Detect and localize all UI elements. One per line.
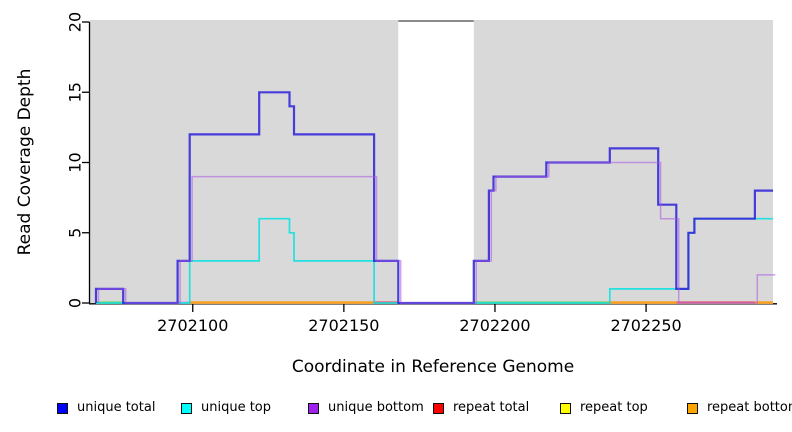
y-tick-label: 10 — [66, 152, 85, 172]
legend-swatch-repeat-top — [560, 402, 571, 414]
legend-swatch-unique-bottom — [308, 402, 319, 414]
x-tick-label: 2702150 — [308, 316, 379, 335]
legend-item-repeat-total: repeat total — [433, 399, 529, 417]
y-tick-label: 15 — [66, 82, 85, 102]
chart-legend: unique total unique top unique bottom re… — [0, 399, 792, 421]
legend-label: unique bottom — [328, 400, 424, 415]
y-tick-label: 5 — [66, 228, 85, 238]
legend-label: repeat total — [453, 400, 530, 415]
series-unique-bottom-line — [97, 161, 776, 304]
y-axis-title: Read Coverage Depth — [15, 69, 35, 256]
masked-region — [398, 18, 474, 303]
legend-swatch-unique-total — [57, 402, 68, 414]
legend-item-unique-total: unique total — [57, 399, 155, 417]
legend-item-repeat-bottom: repeat bottom — [687, 399, 792, 417]
legend-swatch-unique-top — [181, 402, 192, 414]
legend-item-unique-top: unique top — [181, 399, 271, 417]
legend-label: repeat bottom — [707, 400, 792, 415]
legend-item-repeat-top: repeat top — [560, 399, 648, 417]
x-tick-label: 2702200 — [459, 316, 530, 335]
series-unique-total-line — [94, 91, 773, 305]
y-tick-label: 20 — [66, 12, 85, 32]
legend-swatch-repeat-total — [433, 402, 444, 414]
x-axis-title: Coordinate in Reference Genome — [292, 357, 574, 377]
y-tick-label: 0 — [66, 298, 85, 308]
legend-label: repeat top — [580, 400, 648, 415]
x-tick-label: 2702250 — [610, 316, 681, 335]
x-tick-label: 2702100 — [157, 316, 228, 335]
legend-swatch-repeat-bottom — [687, 402, 698, 414]
legend-label: unique top — [201, 400, 272, 415]
legend-item-unique-bottom: unique bottom — [308, 399, 424, 417]
legend-label: unique total — [77, 400, 156, 415]
